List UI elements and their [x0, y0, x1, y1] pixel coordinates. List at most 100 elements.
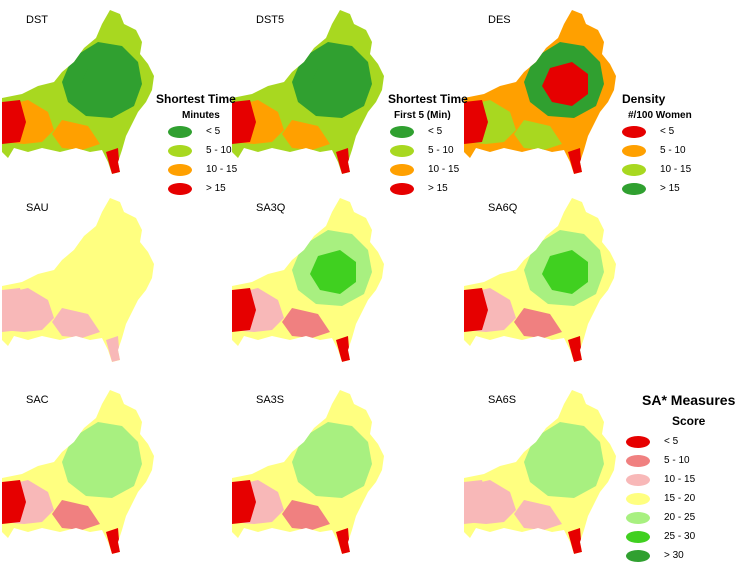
- map-zone: [336, 528, 350, 554]
- legend-item: > 15: [390, 183, 500, 197]
- map-title-dst5: DST5: [256, 14, 285, 26]
- legend-item: < 5: [622, 126, 732, 140]
- legend-item: 10 - 15: [626, 474, 736, 488]
- map-zone: [2, 480, 26, 524]
- map-panel-sa3q: SA3Q: [232, 190, 442, 370]
- map-panel-sa3s: SA3S: [232, 382, 442, 562]
- map-panel-sau: SAU: [2, 190, 212, 370]
- map-panel-sa6q: SA6Q: [464, 190, 674, 370]
- county-map: [2, 390, 154, 554]
- legend-label: 5 - 10: [428, 145, 454, 156]
- legend-sa-measures: SA* Measures Score < 5 5 - 10 10 - 15 15 - …: [622, 392, 747, 568]
- map-zone: [464, 288, 488, 332]
- map-zone: [568, 336, 582, 362]
- legend-item: 10 - 15: [390, 164, 500, 178]
- legend-swatch: [622, 183, 646, 195]
- legend-swatch: [168, 164, 192, 176]
- legend-title: Shortest Time: [388, 92, 468, 106]
- legend-subtitle: Minutes: [182, 110, 220, 121]
- map-panel-dst5: DST5: [232, 2, 442, 182]
- map-title-sa3s: SA3S: [256, 394, 285, 406]
- map-zone: [514, 500, 562, 530]
- map-title-sac: SAC: [26, 394, 49, 406]
- legend-title: SA* Measures: [642, 392, 736, 408]
- map-zone: [514, 308, 562, 338]
- legend-item: 20 - 25: [626, 512, 736, 526]
- legend-label: 10 - 15: [664, 474, 696, 485]
- legend-item: 10 - 15: [168, 164, 278, 178]
- legend-label: < 5: [428, 126, 443, 137]
- legend-label: 15 - 20: [664, 493, 696, 504]
- map-zone: [310, 442, 356, 486]
- legend-item: > 15: [622, 183, 732, 197]
- map-zone: [514, 120, 562, 150]
- legend-label: 5 - 10: [660, 145, 686, 156]
- legend-item: 5 - 10: [622, 145, 732, 159]
- legend-item: < 5: [626, 436, 736, 450]
- map-zone: [310, 62, 356, 106]
- legend-item: 25 - 30: [626, 531, 736, 545]
- legend-label: > 15: [660, 183, 680, 194]
- county-map: [232, 198, 384, 362]
- legend-swatch: [390, 145, 414, 157]
- map-title-sau: SAU: [26, 202, 49, 214]
- map-panel-sa6s: SA6S: [464, 382, 674, 562]
- legend-label: < 5: [660, 126, 675, 137]
- legend-swatch: [622, 164, 646, 176]
- legend-label: > 15: [428, 183, 448, 194]
- map-zone: [464, 100, 488, 144]
- legend-shortest-time: Shortest Time Minutes < 5 5 - 10 10 - 15 > …: [156, 92, 237, 195]
- legend-subtitle: #/100 Women: [628, 110, 692, 121]
- legend-swatch: [622, 145, 646, 157]
- legend-item: 5 - 10: [168, 145, 278, 159]
- county-map: [464, 10, 616, 174]
- map-zone: [52, 308, 100, 338]
- legend-item: 10 - 15: [622, 164, 732, 178]
- map-zone: [282, 500, 330, 530]
- map-zone: [2, 288, 26, 332]
- legend-swatch: [626, 531, 650, 543]
- legend-label: > 30: [664, 550, 684, 561]
- legend-swatch: [168, 145, 192, 157]
- map-zone: [80, 250, 126, 294]
- legend-title: Shortest Time: [156, 92, 236, 106]
- legend-swatch: [626, 455, 650, 467]
- legend-label: 10 - 15: [428, 164, 460, 175]
- legend-swatch: [626, 436, 650, 448]
- map-zone: [542, 442, 588, 486]
- legend-label: > 15: [206, 183, 226, 194]
- map-zone: [80, 62, 126, 106]
- legend-swatch: [622, 126, 646, 138]
- legend-label: 5 - 10: [664, 455, 690, 466]
- legend-swatch: [626, 474, 650, 486]
- map-zone: [232, 480, 256, 524]
- legend-item: 5 - 10: [390, 145, 500, 159]
- map-zone: [542, 62, 588, 106]
- map-title-dst: DST: [26, 14, 48, 26]
- legend-density: Density #/100 Women < 5 5 - 10 10 - 15 > 15: [622, 92, 722, 195]
- legend-label: 10 - 15: [660, 164, 692, 175]
- map-zone: [232, 288, 256, 332]
- legend-swatch: [390, 183, 414, 195]
- map-zone: [2, 100, 26, 144]
- legend-label: 5 - 10: [206, 145, 232, 156]
- legend-label: 25 - 30: [664, 531, 696, 542]
- legend-swatch: [168, 126, 192, 138]
- map-zone: [80, 442, 126, 486]
- map-panel-dst: DST: [2, 2, 212, 182]
- county-map: [2, 10, 154, 174]
- legend-item: 15 - 20: [626, 493, 736, 507]
- map-zone: [282, 120, 330, 150]
- legend-swatch: [626, 550, 650, 562]
- legend-item: < 5: [168, 126, 278, 140]
- map-title-sa6q: SA6Q: [488, 202, 518, 214]
- map-zone: [52, 120, 100, 150]
- legend-subtitle: Score: [672, 414, 706, 428]
- legend-label: 10 - 15: [206, 164, 238, 175]
- legend-title: Density: [622, 92, 666, 106]
- legend-label: 20 - 25: [664, 512, 696, 523]
- legend-label: < 5: [206, 126, 221, 137]
- legend-item: < 5: [390, 126, 500, 140]
- county-map: [232, 390, 384, 554]
- map-title-des: DES: [488, 14, 511, 26]
